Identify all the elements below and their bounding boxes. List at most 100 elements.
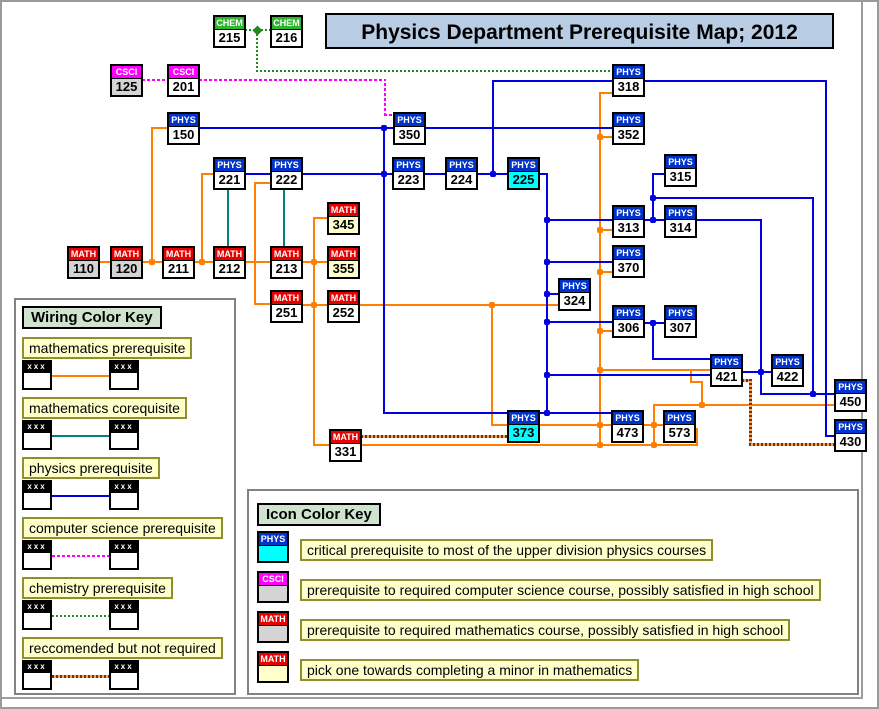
course-node-phys-313[interactable]: PHYS 313 xyxy=(612,205,645,238)
course-node-math-110[interactable]: MATH 110 xyxy=(67,246,100,279)
course-dept-label: PHYS xyxy=(395,114,424,127)
course-node-phys-422[interactable]: PHYS 422 xyxy=(771,354,804,387)
course-node-phys-373[interactable]: PHYS 373 xyxy=(507,410,540,443)
wire-coreq xyxy=(283,189,285,247)
course-number-label: 215 xyxy=(215,30,244,46)
course-number-label: 345 xyxy=(329,217,358,233)
course-node-phys-324[interactable]: PHYS 324 xyxy=(558,278,591,311)
course-node-csci-201[interactable]: CSCI 201 xyxy=(167,64,200,97)
wire-rec xyxy=(742,379,751,382)
icon-key-node-csci-gray: CSCI xyxy=(257,571,289,603)
icon-key-body-swatch xyxy=(259,626,287,641)
course-node-phys-573[interactable]: PHYS 573 xyxy=(663,410,696,443)
course-dept-label: PHYS xyxy=(394,159,423,172)
course-node-phys-150[interactable]: PHYS 150 xyxy=(167,112,200,145)
course-dept-label: PHYS xyxy=(666,156,695,169)
wire-phys xyxy=(696,219,762,221)
course-dept-label: MATH xyxy=(272,248,301,261)
course-node-phys-350[interactable]: PHYS 350 xyxy=(393,112,426,145)
course-node-phys-352[interactable]: PHYS 352 xyxy=(612,112,645,145)
course-node-phys-223[interactable]: PHYS 223 xyxy=(392,157,425,190)
course-node-phys-222[interactable]: PHYS 222 xyxy=(270,157,303,190)
wire-junction xyxy=(490,171,496,177)
wire-junction xyxy=(758,369,764,375)
course-number-label: 370 xyxy=(614,260,643,276)
course-dept-label: MATH xyxy=(329,204,358,217)
wire-junction xyxy=(650,320,656,326)
wire-phys xyxy=(383,127,385,414)
course-node-math-345[interactable]: MATH 345 xyxy=(327,202,360,235)
course-node-phys-473[interactable]: PHYS 473 xyxy=(611,410,644,443)
course-node-phys-421[interactable]: PHYS 421 xyxy=(710,354,743,387)
course-node-phys-306[interactable]: PHYS 306 xyxy=(612,305,645,338)
sample-node-label: xxx xyxy=(24,542,50,553)
course-node-chem-216[interactable]: CHEM 216 xyxy=(270,15,303,48)
course-number-label: 350 xyxy=(395,127,424,143)
course-node-math-212[interactable]: MATH 212 xyxy=(213,246,246,279)
course-dept-label: MATH xyxy=(329,292,358,305)
course-dept-label: PHYS xyxy=(614,114,643,127)
icon-key-title: Icon Color Key xyxy=(257,503,381,526)
course-node-phys-221[interactable]: PHYS 221 xyxy=(213,157,246,190)
course-number-label: 201 xyxy=(169,79,198,95)
sample-node: xxx xyxy=(22,660,52,690)
course-node-math-252[interactable]: MATH 252 xyxy=(327,290,360,323)
wire-math xyxy=(599,330,613,332)
wire-phys xyxy=(825,80,827,437)
wiring-key-title: Wiring Color Key xyxy=(22,306,162,329)
wire-phys xyxy=(383,412,612,414)
wire-math xyxy=(359,304,559,306)
course-node-phys-225[interactable]: PHYS 225 xyxy=(507,157,540,190)
course-dept-label: PHYS xyxy=(169,114,198,127)
course-dept-label: MATH xyxy=(215,248,244,261)
course-node-csci-125[interactable]: CSCI 125 xyxy=(110,64,143,97)
sample-node-label: xxx xyxy=(24,602,50,613)
course-node-phys-224[interactable]: PHYS 224 xyxy=(445,157,478,190)
course-node-math-211[interactable]: MATH 211 xyxy=(162,246,195,279)
wire-math xyxy=(599,229,613,231)
course-number-label: 313 xyxy=(614,220,643,236)
course-node-phys-307[interactable]: PHYS 307 xyxy=(664,305,697,338)
sample-node-label: xxx xyxy=(111,602,137,613)
wire-junction xyxy=(544,217,550,223)
course-node-math-213[interactable]: MATH 213 xyxy=(270,246,303,279)
course-dept-label: PHYS xyxy=(836,421,865,434)
course-node-phys-450[interactable]: PHYS 450 xyxy=(834,379,867,412)
course-number-label: 120 xyxy=(112,261,141,277)
course-dept-label: PHYS xyxy=(447,159,476,172)
wire-math xyxy=(201,173,203,263)
course-node-math-120[interactable]: MATH 120 xyxy=(110,246,143,279)
wire-phys xyxy=(652,358,711,360)
wire-math xyxy=(313,217,315,446)
wire-junction xyxy=(149,259,155,265)
wire-math xyxy=(151,127,153,263)
wire-math xyxy=(254,182,256,305)
course-dept-label: PHYS xyxy=(773,356,802,369)
course-number-label: 355 xyxy=(329,261,358,277)
wire-math xyxy=(201,173,214,175)
course-number-label: 573 xyxy=(665,425,694,441)
course-node-phys-314[interactable]: PHYS 314 xyxy=(664,205,697,238)
course-node-math-331[interactable]: MATH 331 xyxy=(329,429,362,462)
course-node-math-251[interactable]: MATH 251 xyxy=(270,290,303,323)
course-node-phys-315[interactable]: PHYS 315 xyxy=(664,154,697,187)
wire-math xyxy=(491,304,493,426)
wire-junction xyxy=(810,391,816,397)
course-dept-label: CHEM xyxy=(215,17,244,30)
course-node-phys-430[interactable]: PHYS 430 xyxy=(834,419,867,452)
course-node-phys-370[interactable]: PHYS 370 xyxy=(612,245,645,278)
wire-junction xyxy=(252,25,263,36)
wire-phys xyxy=(812,197,814,395)
course-node-math-355[interactable]: MATH 355 xyxy=(327,246,360,279)
course-number-label: 216 xyxy=(272,30,301,46)
course-number-label: 110 xyxy=(69,261,98,277)
course-node-chem-215[interactable]: CHEM 215 xyxy=(213,15,246,48)
course-node-phys-318[interactable]: PHYS 318 xyxy=(612,64,645,97)
wire-junction xyxy=(311,302,317,308)
course-number-label: 213 xyxy=(272,261,301,277)
sample-node: xxx xyxy=(109,660,139,690)
sample-node-label: xxx xyxy=(111,662,137,673)
course-dept-label: MATH xyxy=(329,248,358,261)
sample-node-label: xxx xyxy=(24,422,50,433)
